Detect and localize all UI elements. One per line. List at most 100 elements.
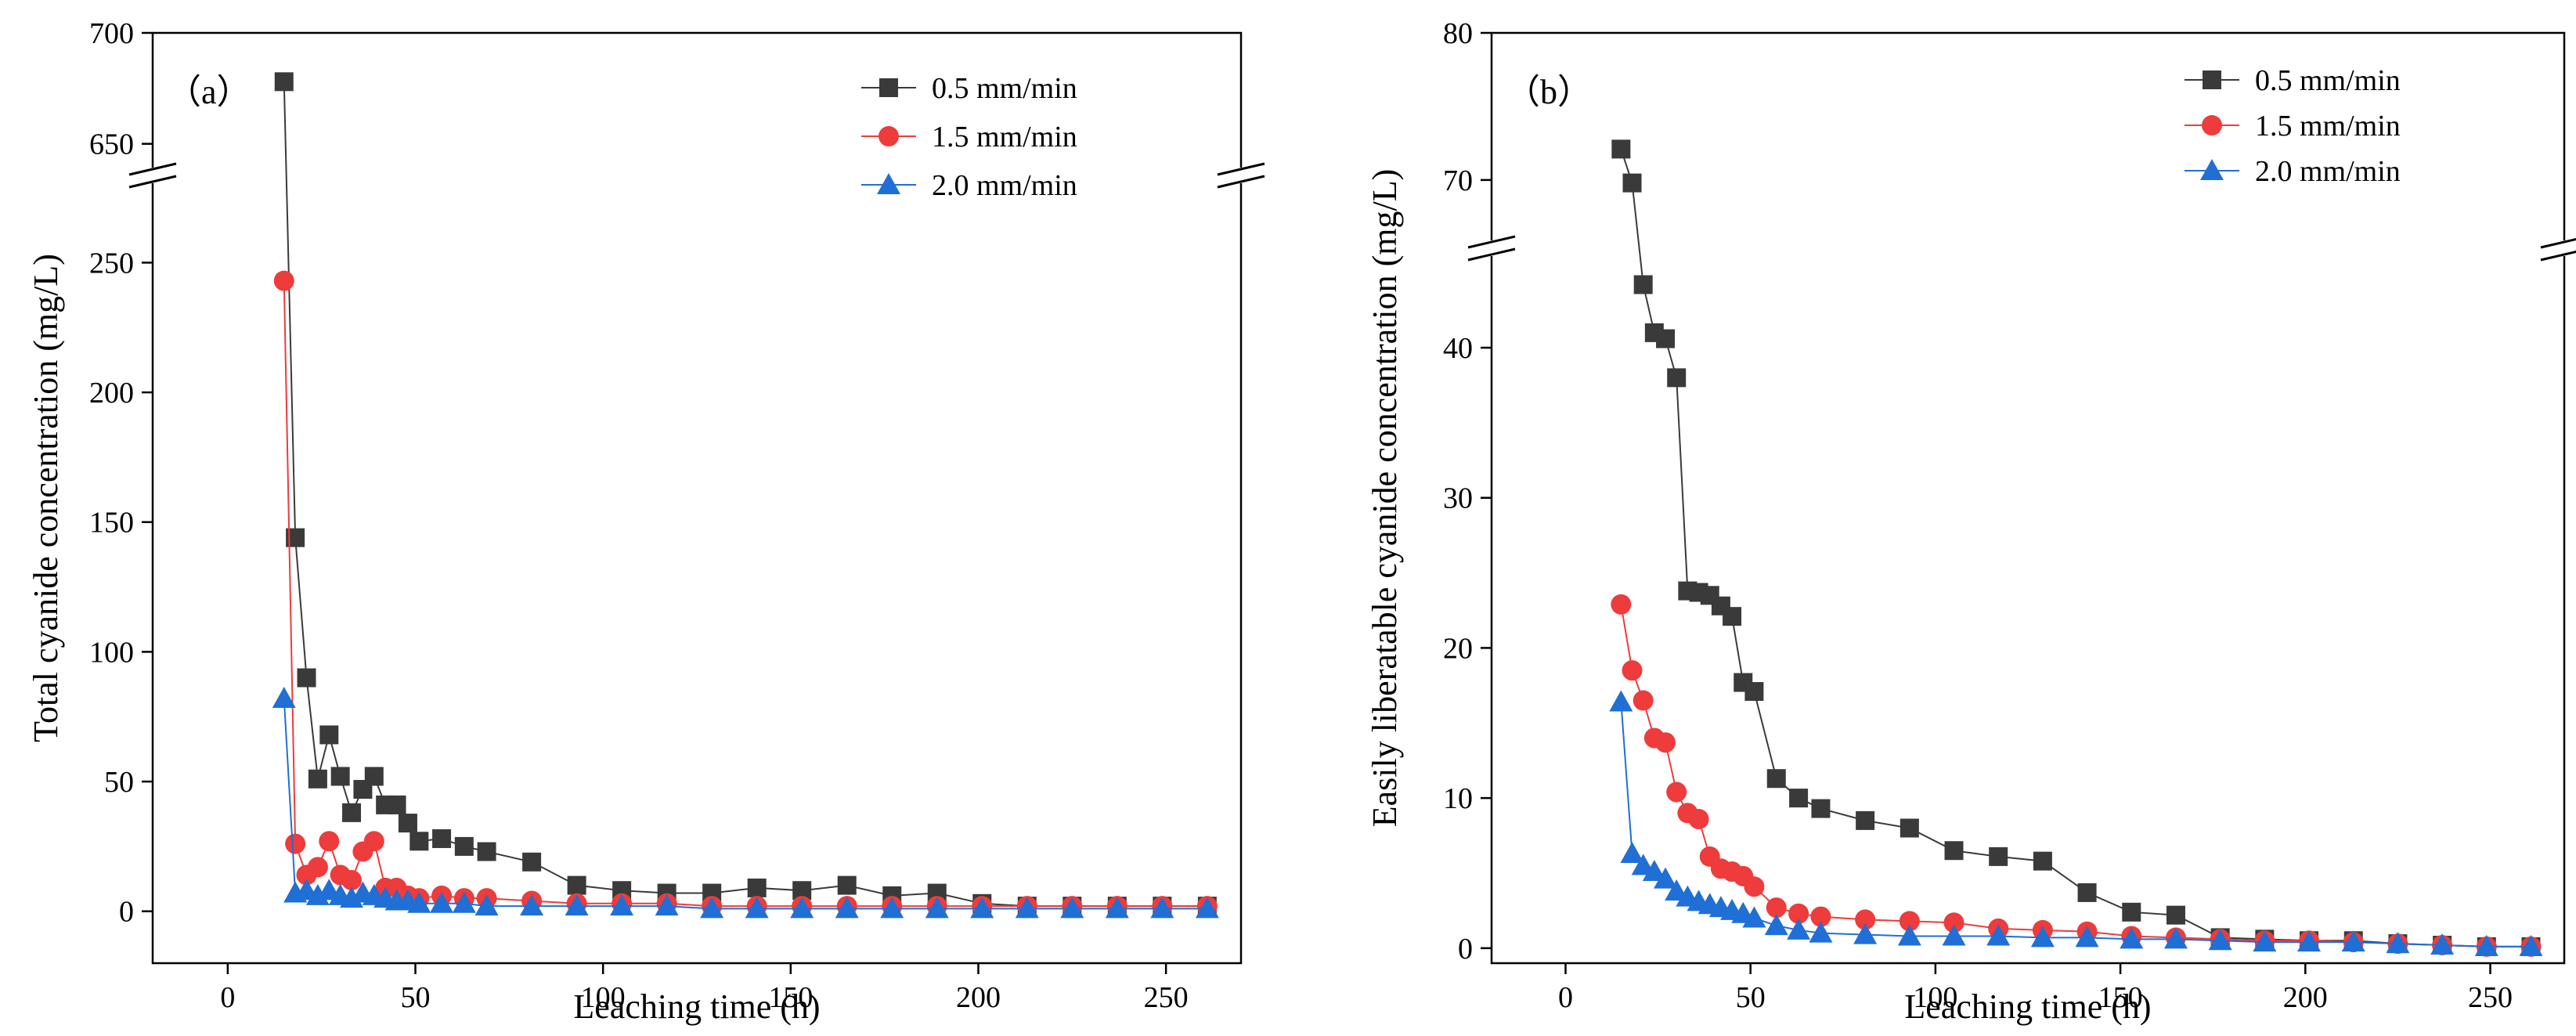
data-point — [1150, 897, 1174, 919]
data-point — [1856, 810, 1875, 830]
y-tick-label: 80 — [1443, 17, 1473, 50]
data-point — [1622, 660, 1643, 681]
data-point — [1060, 897, 1084, 919]
series-2-0-mm-min — [1609, 690, 2543, 956]
data-point — [432, 828, 452, 848]
data-point — [835, 897, 859, 919]
data-point — [1764, 914, 1788, 936]
data-point — [747, 878, 767, 897]
data-point — [273, 270, 294, 291]
data-point — [387, 795, 406, 814]
y-tick-label: 250 — [89, 247, 134, 280]
x-tick-label: 150 — [2098, 981, 2143, 1014]
data-point — [1855, 909, 1876, 930]
data-point — [1942, 924, 1966, 946]
data-point — [1897, 924, 1921, 946]
data-point — [1986, 924, 2011, 946]
data-point — [925, 897, 949, 919]
legend-marker — [879, 78, 898, 97]
data-point — [477, 842, 496, 861]
data-point — [1656, 329, 1676, 348]
panel-label: （b） — [1506, 73, 1592, 111]
data-point — [2030, 926, 2055, 948]
data-point — [655, 894, 679, 916]
y-tick-label: 200 — [89, 377, 134, 410]
axis-break-mark — [2540, 250, 2576, 262]
x-tick-label: 0 — [1558, 981, 1573, 1014]
data-point — [1944, 841, 1964, 861]
x-tick-label: 250 — [1144, 981, 1189, 1014]
data-point — [452, 891, 476, 913]
data-point — [1633, 690, 1654, 711]
data-point — [272, 687, 296, 709]
axis-break-mark — [1467, 247, 1516, 262]
data-point — [2519, 934, 2543, 956]
data-point — [522, 852, 542, 872]
data-point — [1943, 912, 1964, 933]
legend-entry: 2.0 mm/min — [861, 169, 1077, 202]
data-point — [2253, 930, 2277, 952]
data-point — [1622, 173, 1642, 193]
axis-break-mark — [1217, 175, 1265, 189]
data-point — [1654, 867, 1678, 889]
data-point — [1105, 897, 1129, 919]
legend-entry: 1.5 mm/min — [861, 121, 1077, 153]
data-point — [398, 814, 417, 833]
data-point — [274, 72, 294, 92]
plot-frame — [151, 31, 1243, 965]
data-point — [1766, 897, 1787, 919]
data-point — [1989, 846, 2008, 866]
data-point — [2077, 883, 2097, 902]
data-point — [285, 833, 306, 854]
y-tick-label: 30 — [1443, 482, 1473, 515]
y-axis-title: Total cyanide concentration (mg/L) — [27, 254, 65, 742]
data-point — [2166, 905, 2185, 925]
data-point — [2122, 902, 2141, 922]
data-point — [364, 767, 384, 786]
legend-label: 2.0 mm/min — [932, 169, 1077, 202]
legend-marker — [2203, 70, 2221, 89]
data-point — [745, 897, 769, 919]
legend-label: 1.5 mm/min — [2255, 110, 2401, 143]
data-point — [2430, 933, 2455, 955]
y-tick-label: 50 — [104, 766, 134, 799]
y-tick-label: 70 — [1443, 164, 1473, 197]
data-point — [1611, 139, 1631, 159]
data-point — [970, 897, 994, 919]
data-point — [330, 767, 350, 786]
axis-break-mark — [128, 162, 177, 176]
x-tick-label: 200 — [2283, 981, 2328, 1014]
x-tick-label: 50 — [1736, 981, 1766, 1014]
legend-marker — [879, 126, 899, 146]
data-point — [1787, 918, 1811, 940]
data-point — [342, 803, 362, 822]
data-point — [1789, 789, 1809, 808]
data-point — [474, 894, 499, 916]
data-point — [565, 894, 589, 916]
data-point — [363, 831, 384, 852]
data-point — [1853, 922, 1878, 944]
axis-break-mark — [2540, 237, 2576, 249]
data-point — [1609, 690, 1633, 712]
data-point — [1766, 769, 1786, 789]
data-point — [2208, 929, 2232, 951]
data-point — [1809, 921, 1833, 943]
y-tick-label: 100 — [89, 636, 134, 669]
x-tick-label: 150 — [768, 981, 813, 1014]
panel-label: （a） — [167, 73, 251, 111]
data-point — [297, 668, 316, 688]
x-tick-label: 50 — [401, 981, 431, 1014]
data-point — [1015, 897, 1039, 919]
legend-marker — [2200, 159, 2224, 180]
y-axis-title: Easily liberatable cyanide concentration… — [1366, 169, 1404, 828]
data-point — [2297, 930, 2322, 952]
chart-panel-b: 0 50 100 150 200 250 0 10 20 30 40 70 80 Leaching tim… — [1366, 17, 2576, 1026]
x-tick-label: 250 — [2468, 981, 2513, 1014]
legend-label: 0.5 mm/min — [2255, 64, 2401, 97]
data-point — [1667, 368, 1687, 388]
chart-panel-a: 0 50 100 150 200 250 0 50 100 150 200 250 650 700 Leac… — [27, 17, 1265, 1026]
data-point — [2033, 851, 2052, 871]
data-point — [837, 875, 857, 895]
data-point — [790, 897, 814, 919]
